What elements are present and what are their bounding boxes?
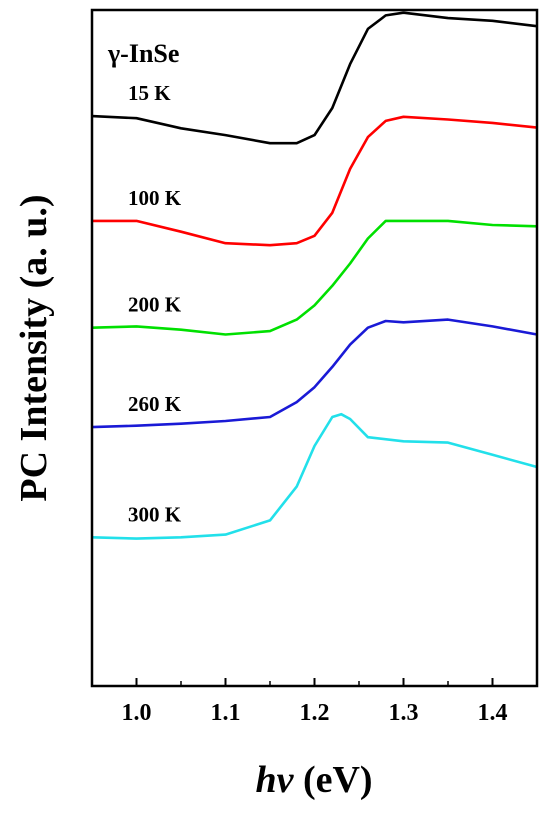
x-tick-label: 1.2 [300,700,330,726]
series-line-200k [91,219,538,336]
series-label-300k: 300 K [128,502,182,526]
series-line-100k [92,115,538,247]
plot-frame [90,8,539,688]
x-axis-label-unit: (eV) [293,759,372,801]
x-tick-label: 1.3 [389,700,419,726]
chart-title: γ-InSe [107,39,179,68]
series-label-15k: 15 K [128,81,171,105]
series-label-200k: 200 K [128,293,182,317]
series-line-300k [91,412,538,540]
series-label-100k: 100 K [128,186,182,210]
series-line-260k [91,318,538,429]
x-tick-label: 1.1 [211,700,241,726]
series-line-15k [91,11,538,145]
x-axis-label: hν (eV) [255,759,372,801]
series-label-260k: 260 K [128,392,182,416]
x-tick-label: 1.4 [478,700,508,726]
series-group [91,11,538,540]
x-ticks-group: 1.0 1.1 1.2 1.3 1.4 [91,678,538,726]
y-axis-label: PC Intensity (a. u.) [13,194,55,501]
x-axis-label-symbol: hν [255,759,294,801]
series-label-group: 15 K 100 K 200 K 260 K 300 K [128,81,182,526]
x-tick-label: 1.0 [122,700,152,726]
